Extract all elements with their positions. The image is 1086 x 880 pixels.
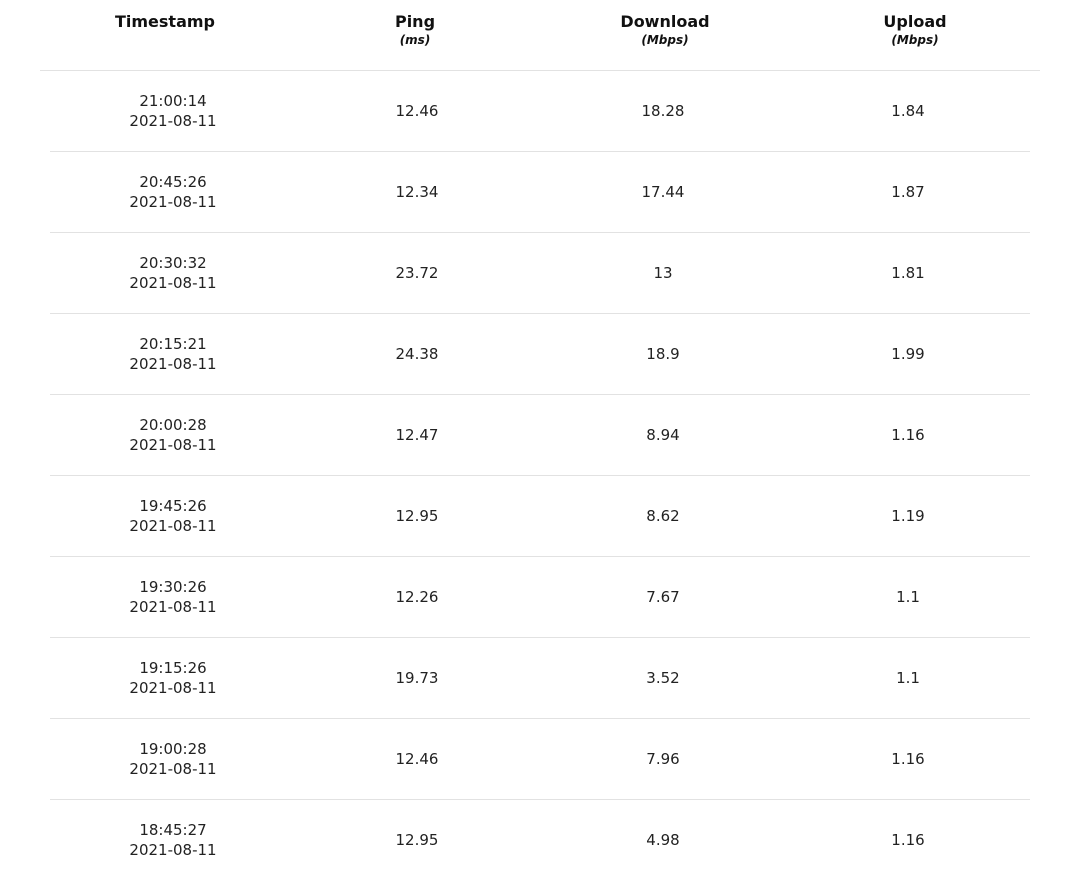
download-cell: 8.62 (646, 507, 680, 525)
table-row: 20:45:26 2021-08-11 12.34 17.44 1.87 (50, 152, 1030, 233)
timestamp-cell: 20:30:32 2021-08-11 (73, 233, 273, 313)
upload-cell: 1.99 (891, 345, 925, 363)
upload-cell: 1.81 (891, 264, 925, 282)
time-text: 19:30:26 (139, 578, 207, 596)
ping-cell: 12.26 (395, 588, 439, 606)
table-row: 19:15:26 2021-08-11 19.73 3.52 1.1 (50, 638, 1030, 719)
download-cell: 7.96 (646, 750, 680, 768)
date-text: 2021-08-11 (129, 760, 217, 778)
timestamp-cell: 20:15:21 2021-08-11 (73, 314, 273, 394)
upload-cell: 1.16 (891, 831, 925, 849)
table-header-row: Timestamp Ping (ms) Download (Mbps) Uplo… (40, 0, 1040, 71)
ping-cell: 12.46 (395, 102, 439, 120)
time-text: 21:00:14 (139, 92, 207, 110)
timestamp-cell: 18:45:27 2021-08-11 (73, 800, 273, 880)
date-text: 2021-08-11 (129, 598, 217, 616)
date-text: 2021-08-11 (129, 193, 217, 211)
date-text: 2021-08-11 (129, 517, 217, 535)
upload-cell: 1.1 (896, 669, 920, 687)
timestamp-cell: 19:30:26 2021-08-11 (73, 557, 273, 637)
header-timestamp-title: Timestamp (114, 12, 215, 31)
download-cell: 17.44 (641, 183, 685, 201)
table-row: 19:00:28 2021-08-11 12.46 7.96 1.16 (50, 719, 1030, 800)
header-download[interactable]: Download (Mbps) (565, 12, 765, 48)
date-text: 2021-08-11 (129, 112, 217, 130)
ping-cell: 19.73 (395, 669, 439, 687)
download-cell: 13 (653, 264, 673, 282)
timestamp-cell: 19:45:26 2021-08-11 (73, 476, 273, 556)
ping-cell: 12.34 (395, 183, 439, 201)
download-cell: 18.9 (646, 345, 680, 363)
date-text: 2021-08-11 (129, 355, 217, 373)
ping-cell: 12.95 (395, 831, 439, 849)
table-row: 19:30:26 2021-08-11 12.26 7.67 1.1 (50, 557, 1030, 638)
upload-cell: 1.84 (891, 102, 925, 120)
timestamp-cell: 19:15:26 2021-08-11 (73, 638, 273, 718)
table-row: 20:00:28 2021-08-11 12.47 8.94 1.16 (50, 395, 1030, 476)
date-text: 2021-08-11 (129, 841, 217, 859)
header-ping-title: Ping (394, 12, 436, 31)
upload-cell: 1.16 (891, 750, 925, 768)
timestamp-cell: 20:00:28 2021-08-11 (73, 395, 273, 475)
time-text: 19:00:28 (139, 740, 207, 758)
table-body: 21:00:14 2021-08-11 12.46 18.28 1.84 20:… (50, 71, 1030, 880)
date-text: 2021-08-11 (129, 679, 217, 697)
download-cell: 8.94 (646, 426, 680, 444)
header-upload-title: Upload (883, 12, 947, 31)
time-text: 20:45:26 (139, 173, 207, 191)
timestamp-cell: 20:45:26 2021-08-11 (73, 152, 273, 232)
download-cell: 4.98 (646, 831, 680, 849)
header-upload-unit: (Mbps) (891, 33, 939, 47)
download-cell: 7.67 (646, 588, 680, 606)
table-row: 18:45:27 2021-08-11 12.95 4.98 1.16 (50, 800, 1030, 880)
header-download-unit: (Mbps) (641, 33, 689, 47)
header-download-title: Download (620, 12, 710, 31)
time-text: 20:30:32 (139, 254, 207, 272)
upload-cell: 1.19 (891, 507, 925, 525)
time-text: 20:00:28 (139, 416, 207, 434)
time-text: 20:15:21 (139, 335, 207, 353)
upload-cell: 1.1 (896, 588, 920, 606)
ping-cell: 12.95 (395, 507, 439, 525)
upload-cell: 1.87 (891, 183, 925, 201)
timestamp-cell: 19:00:28 2021-08-11 (73, 719, 273, 799)
time-text: 18:45:27 (139, 821, 207, 839)
download-cell: 3.52 (646, 669, 680, 687)
timestamp-cell: 21:00:14 2021-08-11 (73, 71, 273, 151)
ping-cell: 24.38 (395, 345, 439, 363)
header-upload[interactable]: Upload (Mbps) (815, 12, 1015, 48)
date-text: 2021-08-11 (129, 436, 217, 454)
date-text: 2021-08-11 (129, 274, 217, 292)
upload-cell: 1.16 (891, 426, 925, 444)
header-ping[interactable]: Ping (ms) (315, 12, 515, 48)
table-row: 21:00:14 2021-08-11 12.46 18.28 1.84 (50, 71, 1030, 152)
header-timestamp[interactable]: Timestamp (65, 12, 265, 32)
download-cell: 18.28 (641, 102, 685, 120)
ping-cell: 12.47 (395, 426, 439, 444)
time-text: 19:15:26 (139, 659, 207, 677)
time-text: 19:45:26 (139, 497, 207, 515)
table-row: 20:15:21 2021-08-11 24.38 18.9 1.99 (50, 314, 1030, 395)
speedtest-results-table: Timestamp Ping (ms) Download (Mbps) Uplo… (40, 0, 1040, 880)
header-ping-unit: (ms) (399, 33, 431, 47)
table-row: 19:45:26 2021-08-11 12.95 8.62 1.19 (50, 476, 1030, 557)
ping-cell: 12.46 (395, 750, 439, 768)
ping-cell: 23.72 (395, 264, 439, 282)
table-row: 20:30:32 2021-08-11 23.72 13 1.81 (50, 233, 1030, 314)
